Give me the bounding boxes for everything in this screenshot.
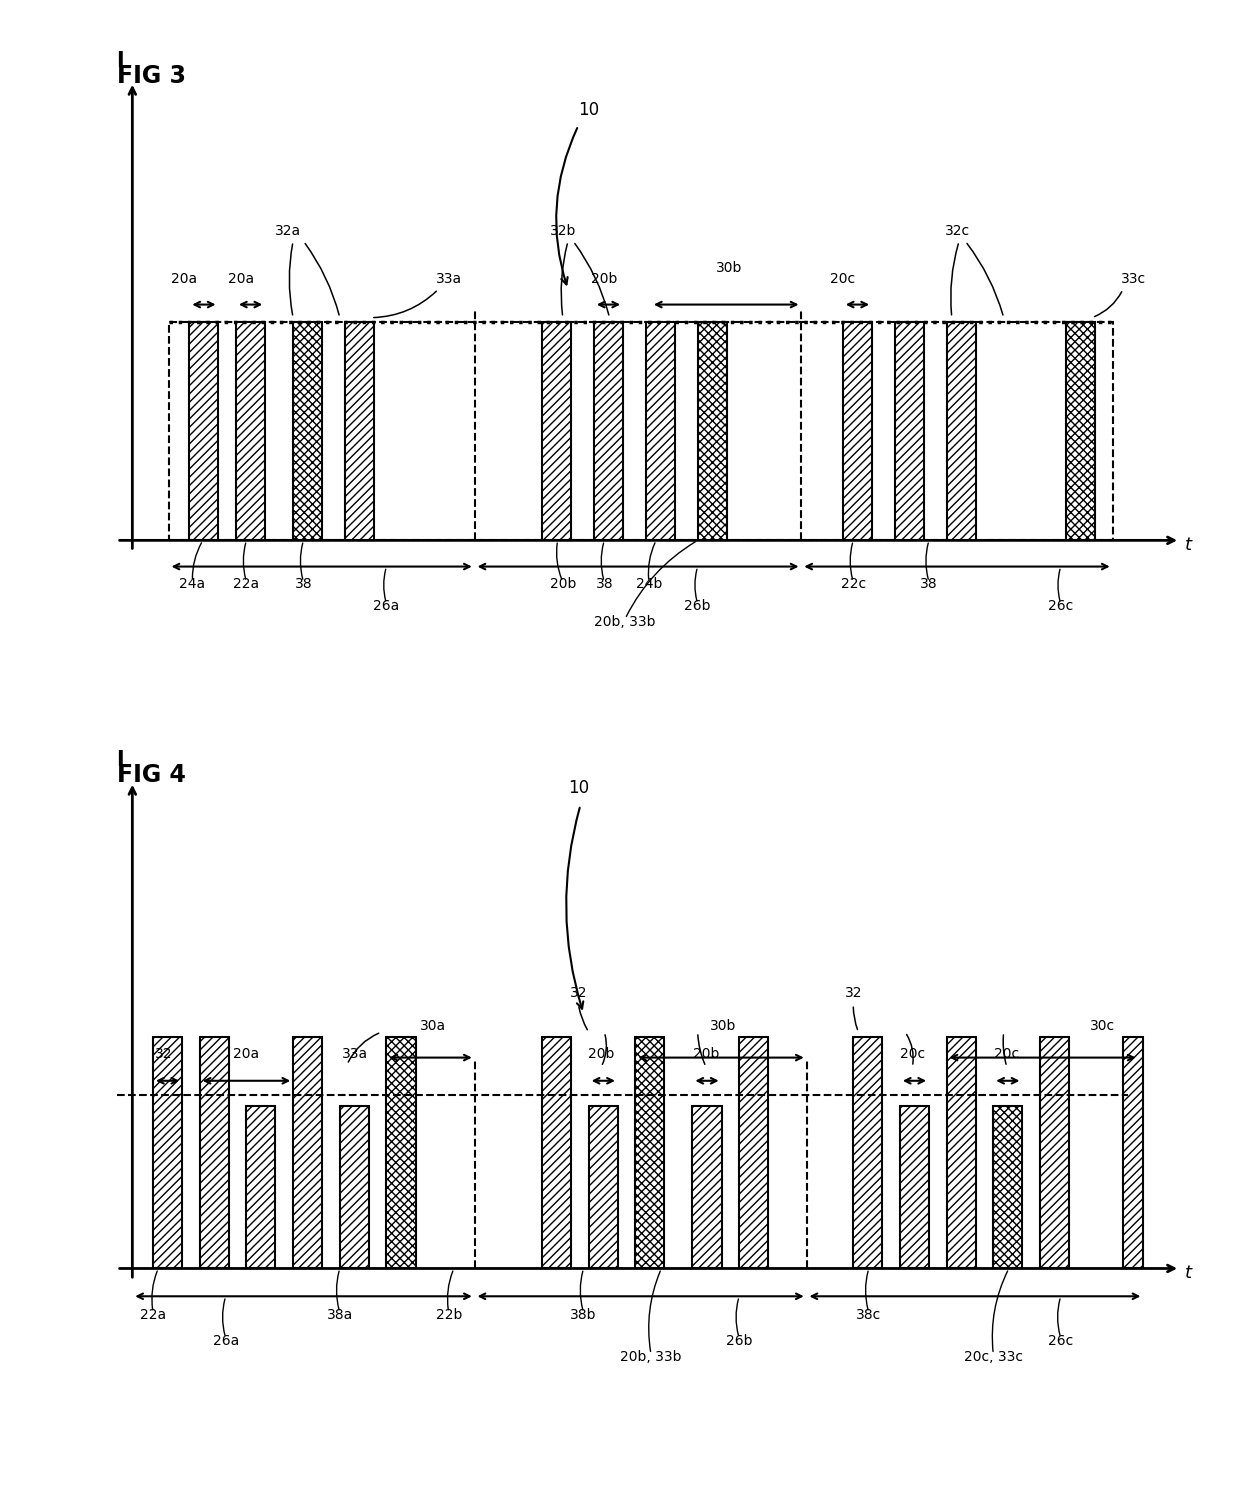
- Text: FIG 4: FIG 4: [117, 764, 186, 788]
- Bar: [200, 1037, 229, 1268]
- Bar: [853, 1037, 883, 1268]
- Text: 38: 38: [920, 578, 937, 591]
- Text: 30c: 30c: [1090, 1019, 1115, 1033]
- Text: t: t: [1185, 1264, 1192, 1282]
- Text: 30b: 30b: [715, 261, 742, 275]
- Bar: [542, 323, 572, 540]
- Text: 10: 10: [568, 779, 589, 797]
- Text: 20a: 20a: [171, 272, 197, 285]
- Text: 20c: 20c: [831, 272, 856, 285]
- Text: I: I: [117, 51, 124, 71]
- Bar: [169, 323, 1112, 540]
- Bar: [635, 1037, 665, 1268]
- Text: 20b, 33b: 20b, 33b: [620, 1351, 682, 1364]
- Text: 33a: 33a: [342, 1046, 368, 1061]
- Text: 20c, 33c: 20c, 33c: [963, 1351, 1023, 1364]
- Text: 20c: 20c: [994, 1046, 1019, 1061]
- Text: 38: 38: [295, 578, 312, 591]
- Text: 20b: 20b: [591, 272, 618, 285]
- Text: 20b: 20b: [693, 1046, 719, 1061]
- Text: FIG 3: FIG 3: [117, 65, 186, 89]
- Text: 26b: 26b: [725, 1334, 753, 1348]
- Bar: [387, 1037, 415, 1268]
- Text: 10: 10: [578, 101, 599, 119]
- Text: 24b: 24b: [636, 578, 662, 591]
- Text: 24a: 24a: [180, 578, 206, 591]
- Text: 22c: 22c: [841, 578, 866, 591]
- Bar: [340, 1106, 368, 1268]
- Bar: [1040, 1037, 1069, 1268]
- Bar: [1123, 1037, 1143, 1268]
- Text: 22b: 22b: [435, 1309, 463, 1322]
- Text: 20b, 33b: 20b, 33b: [594, 614, 656, 629]
- Bar: [247, 1106, 275, 1268]
- Text: 33a: 33a: [435, 272, 461, 285]
- Text: 38a: 38a: [326, 1309, 353, 1322]
- Text: 32: 32: [569, 986, 587, 1000]
- Bar: [900, 1106, 929, 1268]
- Text: 32b: 32b: [549, 224, 577, 237]
- Text: 30a: 30a: [420, 1019, 446, 1033]
- Text: 26a: 26a: [373, 599, 399, 614]
- Bar: [589, 1106, 618, 1268]
- Text: 32: 32: [155, 1046, 172, 1061]
- Text: 20b: 20b: [549, 578, 577, 591]
- Bar: [692, 1106, 722, 1268]
- Bar: [542, 1037, 572, 1268]
- Text: 38c: 38c: [856, 1309, 882, 1322]
- Text: 20c: 20c: [900, 1046, 925, 1061]
- Text: 32c: 32c: [945, 224, 970, 237]
- Bar: [946, 323, 976, 540]
- Text: 20b: 20b: [588, 1046, 614, 1061]
- Text: 26c: 26c: [1048, 1334, 1074, 1348]
- Bar: [698, 323, 727, 540]
- Text: 38: 38: [595, 578, 613, 591]
- Bar: [1066, 323, 1095, 540]
- Bar: [594, 323, 622, 540]
- Text: 30b: 30b: [711, 1019, 737, 1033]
- Bar: [843, 323, 872, 540]
- Text: 26b: 26b: [684, 599, 711, 614]
- Text: 32: 32: [844, 986, 862, 1000]
- Bar: [293, 1037, 322, 1268]
- Bar: [190, 323, 218, 540]
- Bar: [946, 1037, 976, 1268]
- Bar: [345, 323, 374, 540]
- Text: 26c: 26c: [1048, 599, 1074, 614]
- Text: 26a: 26a: [212, 1334, 239, 1348]
- Text: 33c: 33c: [1121, 272, 1146, 285]
- Text: I: I: [117, 750, 124, 770]
- Bar: [895, 323, 924, 540]
- Bar: [236, 323, 265, 540]
- Bar: [153, 1037, 182, 1268]
- Text: 32a: 32a: [275, 224, 301, 237]
- Text: 20a: 20a: [233, 1046, 259, 1061]
- Text: 22a: 22a: [233, 578, 259, 591]
- Bar: [646, 323, 675, 540]
- Text: t: t: [1185, 536, 1192, 554]
- Text: 20a: 20a: [228, 272, 254, 285]
- Bar: [293, 323, 322, 540]
- Bar: [739, 1037, 769, 1268]
- Text: 22a: 22a: [140, 1309, 166, 1322]
- Text: 38b: 38b: [570, 1309, 596, 1322]
- Bar: [993, 1106, 1022, 1268]
